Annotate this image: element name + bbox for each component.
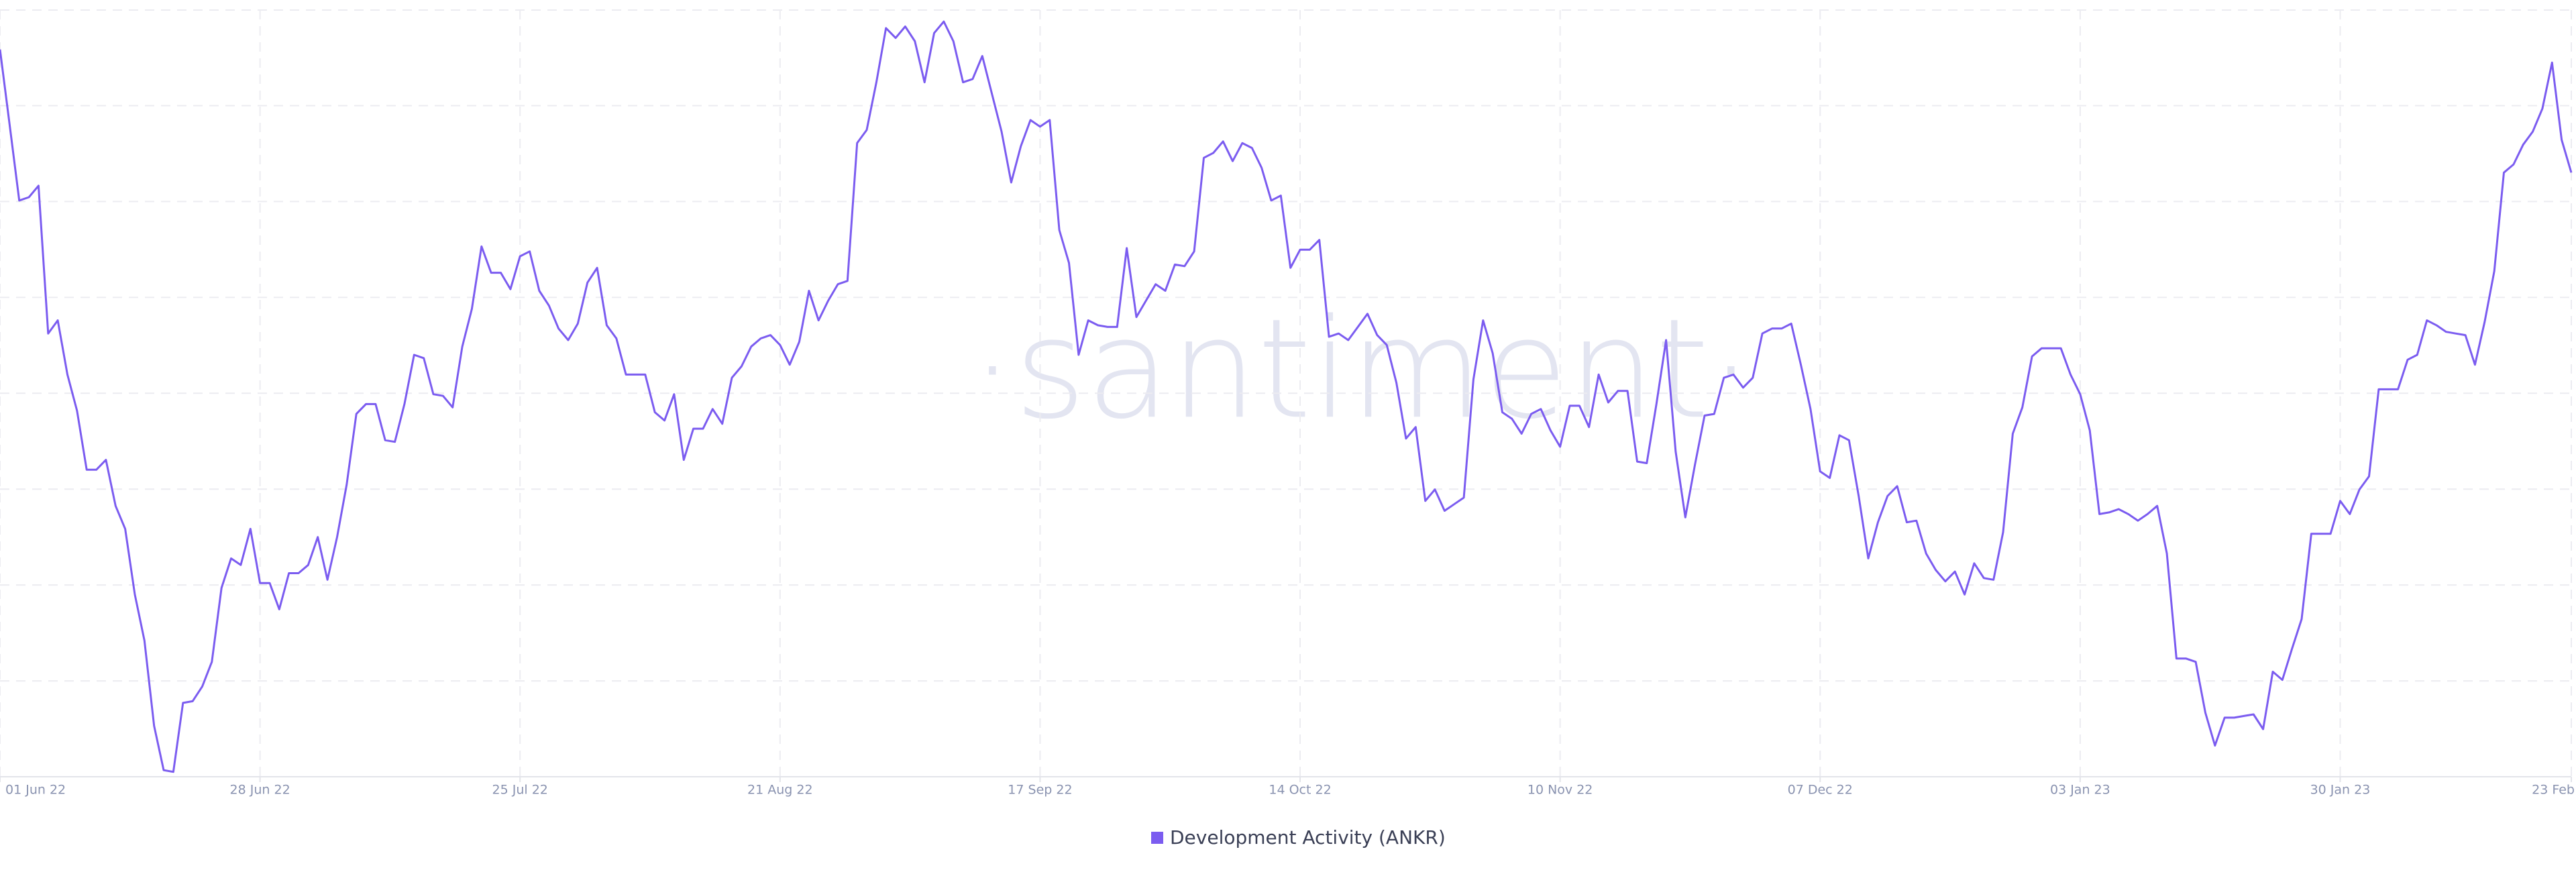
x-tick-label: 23 Feb [2532, 783, 2575, 798]
legend-swatch [1151, 832, 1163, 844]
x-tick-label: 21 Aug 22 [747, 783, 813, 798]
watermark: ·santiment· [971, 290, 1753, 449]
legend-label: Development Activity (ANKR) [1170, 826, 1446, 849]
x-tick-label: 30 Jan 23 [2310, 783, 2371, 798]
plot [0, 20, 2573, 773]
x-tick-label: 03 Jan 23 [2050, 783, 2110, 798]
grid: 01 Jun 22 28 Jun 22 25 Jul 22 21 Aug 22 17 S… [0, 9, 2575, 798]
x-tick-label: 07 Dec 22 [1788, 783, 1853, 798]
legend: Development Activity (ANKR) [1151, 826, 1446, 849]
x-tick-label: 17 Sep 22 [1008, 783, 1072, 798]
x-tick-label: 01 Jun 22 [5, 783, 66, 798]
x-tick-label: 28 Jun 22 [230, 783, 290, 798]
x-tick-label: 25 Jul 22 [492, 783, 548, 798]
x-tick-label: 14 Oct 22 [1269, 783, 1331, 798]
line-series [0, 20, 2573, 773]
x-tick-label: 10 Nov 22 [1527, 783, 1593, 798]
